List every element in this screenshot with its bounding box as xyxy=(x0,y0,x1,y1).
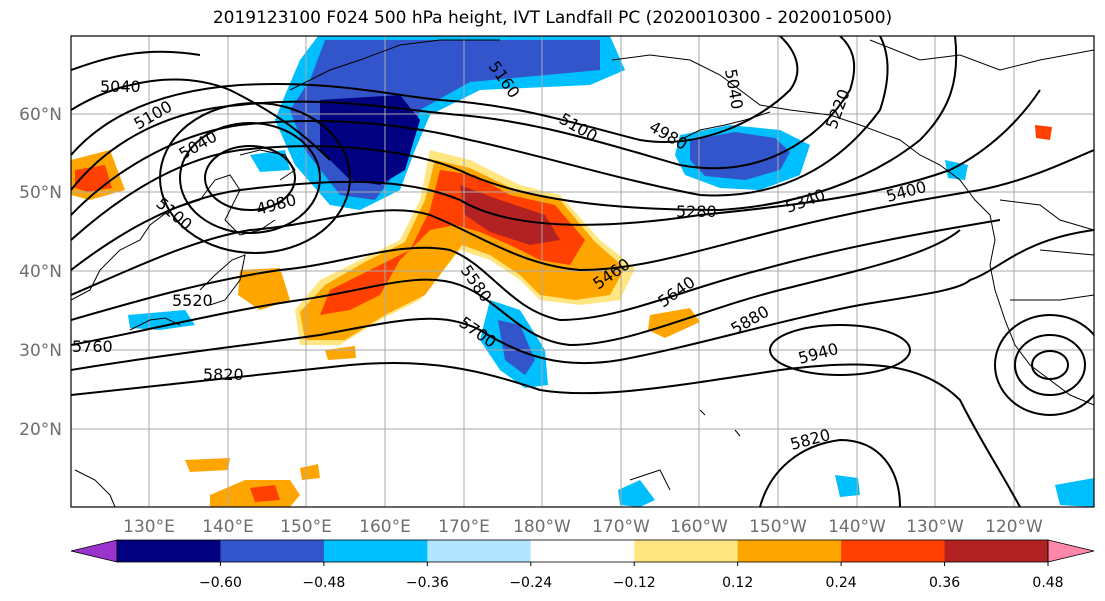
latitude-label: 50°N xyxy=(19,183,62,203)
contour-label: 5040 xyxy=(721,67,747,110)
colorbar-extend-low xyxy=(70,539,118,563)
contour-label: 5880 xyxy=(728,302,773,339)
longitude-label: 160°E xyxy=(359,517,411,537)
contour-label: 5820 xyxy=(203,365,244,384)
colorbar-segment xyxy=(737,540,842,562)
contour-label: 5760 xyxy=(72,337,113,356)
contour-label: 5940 xyxy=(796,339,840,368)
latitude-label: 20°N xyxy=(19,420,62,440)
colorbar-tick-label: −0.24 xyxy=(509,575,552,591)
colorbar-segment xyxy=(841,540,946,562)
latitude-label: 30°N xyxy=(19,341,62,361)
map-gridlines xyxy=(71,36,1094,507)
ivt-positive-shading xyxy=(71,125,1052,507)
contour-label: 4980 xyxy=(254,190,298,219)
colorbar-segment xyxy=(117,540,221,562)
colorbar-tick-label: 0.48 xyxy=(1032,575,1063,591)
contour-label: 4980 xyxy=(646,117,691,154)
colorbar-outline xyxy=(116,539,1049,563)
colorbar-tick-label: −0.36 xyxy=(406,575,449,591)
colorbar-tick-label: 0.36 xyxy=(929,575,960,591)
longitude-label: 140°E xyxy=(202,517,254,537)
colorbar-tick-label: 0.24 xyxy=(826,575,857,591)
longitude-label: 180°W xyxy=(513,517,571,537)
latitude-label: 40°N xyxy=(19,262,62,282)
height-contours xyxy=(71,36,1094,507)
colorbar-segment xyxy=(944,540,1049,562)
latitude-label: 60°N xyxy=(19,105,62,125)
longitude-label: 170°E xyxy=(438,517,490,537)
colorbar-segment xyxy=(220,540,325,562)
contour-label: 5400 xyxy=(884,177,928,206)
ivt-negative-shading xyxy=(128,36,1094,507)
longitude-label: 170°W xyxy=(592,517,650,537)
longitude-label: 130°E xyxy=(123,517,175,537)
longitude-labels: 130°E 140°E 150°E 160°E 170°E 180°W 170°… xyxy=(123,517,1043,537)
contour-label: 5580 xyxy=(457,261,496,305)
contour-label: 5220 xyxy=(822,87,854,132)
contour-label: 5520 xyxy=(172,291,213,310)
colorbar-segment xyxy=(634,540,739,562)
longitude-label: 150°E xyxy=(280,517,332,537)
longitude-label: 130°W xyxy=(906,517,964,537)
colorbar-segment xyxy=(427,540,532,562)
longitude-label: 150°W xyxy=(749,517,807,537)
colorbar-tick-label: 0.12 xyxy=(722,575,753,591)
colorbar-tick-label: −0.48 xyxy=(302,575,345,591)
map-frame xyxy=(70,35,1095,508)
longitude-label: 160°W xyxy=(670,517,728,537)
contour-label: 5280 xyxy=(676,202,717,221)
colorbar-extend-high xyxy=(1047,539,1095,563)
longitude-label: 120°W xyxy=(985,517,1043,537)
colorbar: −0.60 −0.48 −0.36 −0.24 −0.12 0.12 0.24 0.36 0.4… xyxy=(70,539,1095,591)
contour-label: 5100 xyxy=(556,109,601,146)
colorbar-tick-label: −0.12 xyxy=(613,575,656,591)
colorbar-segment xyxy=(323,540,428,562)
colorbar-tick-label: −0.60 xyxy=(199,575,242,591)
latitude-labels: 60°N 50°N 40°N 30°N 20°N xyxy=(19,105,62,440)
longitude-label: 140°W xyxy=(828,517,886,537)
contour-label: 5100 xyxy=(152,194,195,235)
contour-label: 5040 xyxy=(100,77,141,96)
map-plot-area xyxy=(71,36,1094,507)
colorbar-segment xyxy=(530,540,635,562)
contour-label: 5340 xyxy=(783,185,828,217)
contour-label: 5640 xyxy=(654,272,698,311)
map-title: 2019123100 F024 500 hPa height, IVT Land… xyxy=(212,8,893,28)
